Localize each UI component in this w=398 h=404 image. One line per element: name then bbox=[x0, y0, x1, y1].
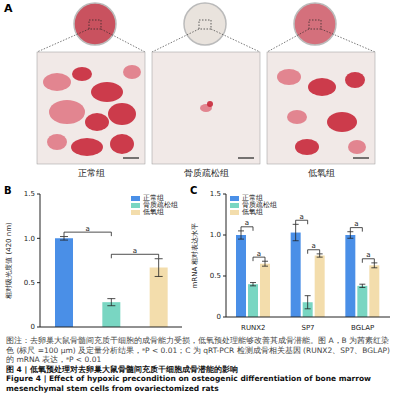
svg-text:a: a bbox=[300, 213, 304, 221]
svg-text:0: 0 bbox=[31, 323, 35, 331]
html-text:B: B bbox=[4, 185, 12, 196]
html-text:低氧组: 低氧组 bbox=[242, 208, 263, 216]
svg-text:1.5: 1.5 bbox=[24, 190, 35, 198]
svg-text:低氧组: 低氧组 bbox=[308, 168, 335, 178]
html-text:正常组: 正常组 bbox=[143, 194, 164, 202]
svg-text:mRNA 相对表达水平: mRNA 相对表达水平 bbox=[191, 223, 199, 289]
svg-text:a: a bbox=[354, 220, 358, 228]
svg-text:骨质疏松组: 骨质疏松组 bbox=[184, 168, 229, 178]
svg-text:BGLAP: BGLAP bbox=[351, 324, 374, 332]
svg-text:a: a bbox=[366, 251, 370, 259]
html-text:C: C bbox=[190, 185, 198, 196]
html-text:骨质疏松组: 骨质疏松组 bbox=[143, 201, 178, 209]
svg-text:0: 0 bbox=[217, 313, 221, 321]
html-text:低氧组: 低氧组 bbox=[143, 208, 164, 216]
html-text:图注：去卵巢大鼠骨髓间充质干细胞的成骨能力受损，低氧预处理能: 图注：去卵巢大鼠骨髓间充质干细胞的成骨能力受损，低氧预处理能够改善其成骨潜能。图… bbox=[6, 336, 390, 365]
svg-text:a: a bbox=[86, 225, 90, 233]
html-text:Figure 4 | Effect of hypoxic p: Figure 4 | Effect of hypoxic preconditio… bbox=[6, 374, 371, 393]
svg-text:1.0: 1.0 bbox=[210, 231, 221, 239]
svg-text:a: a bbox=[312, 242, 316, 250]
svg-text:1.5: 1.5 bbox=[210, 190, 221, 198]
html-text:正常组: 正常组 bbox=[242, 194, 263, 202]
svg-text:0.5: 0.5 bbox=[210, 272, 221, 280]
html-text:图 4 | 低氧预处理对去卵巢大鼠骨髓间充质干细胞成骨潜能的: 图 4 | 低氧预处理对去卵巢大鼠骨髓间充质干细胞成骨潜能的影响 bbox=[6, 364, 238, 374]
svg-text:a: a bbox=[133, 247, 137, 255]
svg-text:0.5: 0.5 bbox=[24, 279, 35, 287]
svg-text:RUNX2: RUNX2 bbox=[241, 324, 265, 332]
svg-text:a: a bbox=[245, 219, 249, 227]
svg-text:正常组: 正常组 bbox=[78, 168, 105, 178]
svg-text:1.0: 1.0 bbox=[24, 235, 35, 243]
svg-text:相对吸光度值 (420 nm): 相对吸光度值 (420 nm) bbox=[5, 222, 13, 299]
svg-text:SP7: SP7 bbox=[301, 324, 314, 332]
svg-text:a: a bbox=[257, 250, 261, 258]
html-text:骨质疏松组: 骨质疏松组 bbox=[242, 201, 277, 209]
svg-text:A: A bbox=[4, 2, 13, 15]
